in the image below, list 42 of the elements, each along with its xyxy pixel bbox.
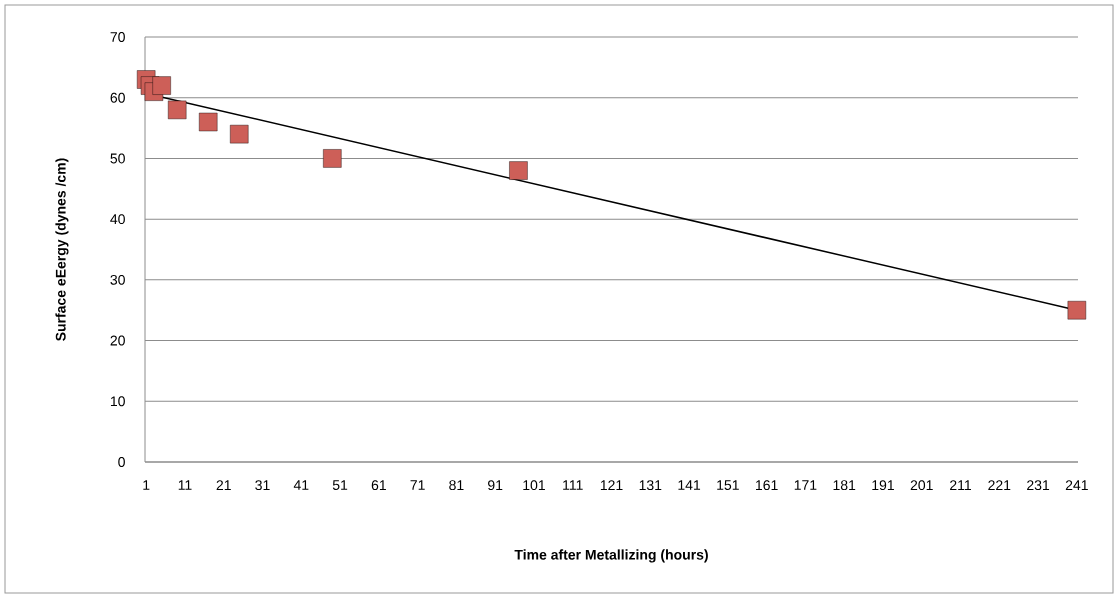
x-tick-label: 41 bbox=[293, 480, 309, 490]
x-tick-label: 21 bbox=[216, 480, 231, 490]
y-tick-label: 70 bbox=[110, 32, 125, 42]
x-tick-label: 141 bbox=[678, 480, 701, 490]
y-tick-label: 0 bbox=[118, 457, 125, 467]
x-tick-label: 131 bbox=[639, 480, 662, 491]
x-tick-label: 111 bbox=[563, 480, 583, 490]
x-tick-label: 101 bbox=[523, 480, 545, 491]
x-tick-label: 71 bbox=[410, 480, 425, 490]
x-tick-label: 31 bbox=[255, 480, 270, 491]
x-tick-label: 1 bbox=[143, 480, 150, 490]
point bbox=[199, 112, 218, 132]
x-tick-label: 191 bbox=[872, 480, 894, 491]
x-tick-label: 51 bbox=[332, 480, 348, 490]
y-tick-label: 60 bbox=[110, 92, 125, 103]
y-axis-title: Surface eEergy (dynes /cm) bbox=[55, 158, 69, 341]
point bbox=[167, 100, 187, 120]
x-axis-title: Time after Metallizing (hours) bbox=[514, 549, 708, 563]
y-tick-label: 10 bbox=[110, 396, 125, 407]
y-tick-label: 40 bbox=[110, 214, 125, 225]
x-tick-label: 241 bbox=[1065, 480, 1088, 490]
y-tick-label: 50 bbox=[110, 153, 125, 164]
point bbox=[323, 149, 342, 168]
point bbox=[1067, 301, 1087, 320]
x-tick-label: 121 bbox=[600, 480, 623, 490]
x-tick-label: 201 bbox=[910, 480, 933, 491]
x-tick-label: 81 bbox=[449, 480, 464, 491]
x-tick-label: 181 bbox=[833, 480, 856, 491]
x-tick-label: 211 bbox=[950, 480, 971, 490]
point bbox=[509, 161, 528, 180]
x-tick-label: 221 bbox=[988, 480, 1011, 490]
point bbox=[230, 124, 249, 144]
y-tick-label: 30 bbox=[110, 274, 125, 285]
x-tick-label: 151 bbox=[717, 480, 739, 490]
x-tick-label: 61 bbox=[371, 480, 386, 491]
point bbox=[152, 76, 171, 95]
x-tick-label: 171 bbox=[794, 480, 817, 490]
y-tick-label: 20 bbox=[110, 335, 125, 346]
x-tick-label: 11 bbox=[178, 480, 192, 490]
x-tick-label: 161 bbox=[756, 480, 778, 491]
x-tick-label: 91 bbox=[488, 480, 503, 491]
x-tick-label: 231 bbox=[1027, 480, 1050, 491]
